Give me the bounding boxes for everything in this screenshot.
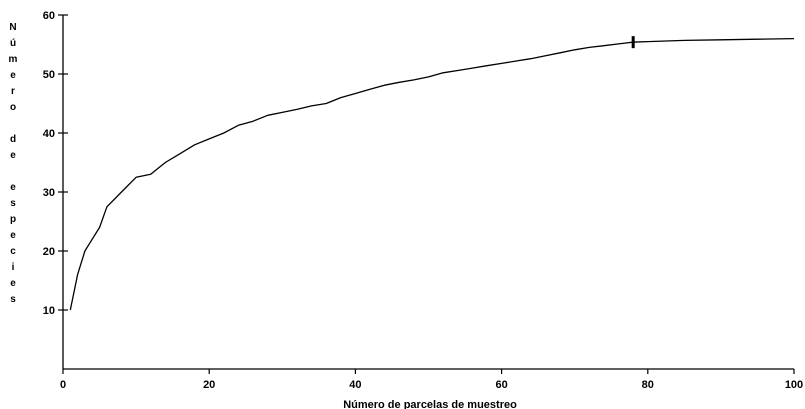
- series-line: [69, 37, 795, 311]
- y-axis-title-char: e: [10, 150, 16, 161]
- y-axis-title-char: e: [10, 278, 16, 289]
- x-tick-label: 0: [60, 379, 66, 391]
- y-tick-label: 10: [43, 305, 55, 317]
- y-axis-title-char: p: [10, 214, 16, 225]
- x-tick-label: 100: [785, 379, 803, 391]
- x-tick-label: 80: [642, 379, 654, 391]
- y-tick-label: 30: [43, 187, 55, 199]
- y-ticks: 10 20 30 40 50 60: [43, 10, 68, 317]
- y-axis-title-char: e: [10, 230, 16, 241]
- y-axis-title-char: o: [10, 102, 16, 113]
- y-axis-title-char: e: [10, 182, 16, 193]
- x-tick-label: 40: [349, 379, 361, 391]
- y-tick-label: 60: [43, 10, 55, 22]
- y-axis-title-char: d: [10, 134, 16, 145]
- y-axis-title-char: s: [10, 198, 16, 209]
- y-axis-title-char: N: [9, 22, 16, 33]
- y-tick-label: 20: [43, 246, 55, 258]
- y-axis-title-char: ú: [10, 38, 16, 49]
- y-axis-title-char: s: [10, 294, 16, 305]
- x-tick-label: 60: [495, 379, 507, 391]
- x-axis-title: Número de parcelas de muestreo: [343, 399, 517, 409]
- series-marker: [631, 36, 635, 49]
- y-axis-title-char: r: [11, 86, 15, 97]
- y-axis-title-char: e: [10, 70, 16, 81]
- series-layer: [69, 36, 795, 311]
- y-tick-label: 50: [43, 69, 55, 81]
- y-axis-title-char: i: [12, 262, 15, 273]
- x-ticks: 0 20 40 60 80 100: [60, 369, 803, 391]
- y-axis-title-char: c: [10, 246, 16, 257]
- axes: [62, 15, 794, 370]
- x-tick-label: 20: [203, 379, 215, 391]
- y-tick-label: 40: [43, 128, 55, 140]
- y-axis-title-char: m: [9, 54, 18, 65]
